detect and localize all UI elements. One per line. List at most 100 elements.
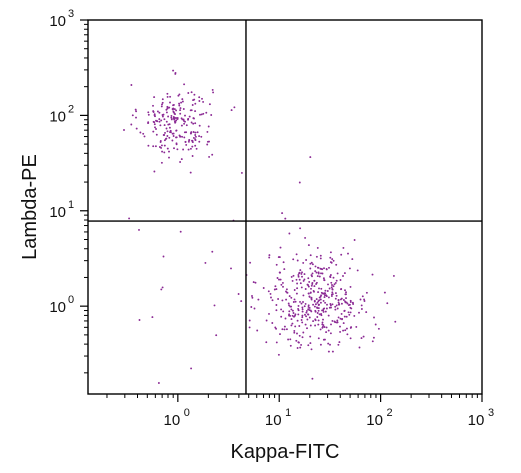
- data-point: [302, 279, 305, 282]
- data-point: [275, 327, 278, 330]
- data-point: [314, 303, 317, 306]
- data-point: [324, 289, 327, 292]
- data-point: [339, 325, 341, 328]
- data-point: [306, 327, 308, 330]
- data-point: [307, 285, 310, 288]
- data-point: [290, 275, 293, 278]
- x-axis-title: Kappa-FITC: [231, 441, 340, 463]
- y-tick-label: 10: [49, 299, 66, 316]
- data-point: [198, 124, 201, 127]
- data-point: [327, 350, 330, 353]
- data-point: [383, 291, 386, 294]
- data-point: [297, 309, 300, 312]
- data-point: [323, 326, 326, 328]
- y-tick-exponent: 1: [68, 199, 74, 211]
- data-point: [169, 129, 172, 132]
- data-point: [300, 272, 303, 275]
- data-point: [322, 277, 325, 280]
- data-point: [344, 289, 346, 292]
- data-point: [316, 316, 319, 318]
- data-point: [312, 320, 315, 323]
- data-point: [337, 301, 340, 304]
- data-point: [326, 290, 329, 292]
- data-point: [198, 140, 201, 143]
- data-point: [175, 129, 178, 132]
- data-point: [204, 261, 207, 264]
- data-point: [290, 318, 293, 321]
- data-point: [302, 301, 304, 303]
- data-point: [331, 350, 334, 353]
- data-point: [300, 302, 303, 305]
- data-point: [360, 308, 363, 310]
- data-point: [339, 298, 342, 301]
- data-point: [338, 341, 341, 344]
- data-point: [289, 344, 292, 347]
- data-point: [154, 145, 157, 148]
- data-point: [308, 306, 311, 309]
- data-point: [301, 306, 304, 309]
- data-point: [192, 131, 195, 133]
- data-point: [142, 132, 145, 135]
- data-point: [163, 134, 166, 136]
- data-point: [332, 285, 335, 288]
- data-point: [160, 144, 163, 147]
- data-point: [171, 132, 174, 135]
- data-point: [179, 230, 182, 233]
- event-points: [123, 69, 397, 384]
- data-point: [268, 256, 271, 259]
- data-point: [147, 113, 150, 116]
- data-point: [363, 300, 366, 302]
- data-point: [277, 298, 280, 300]
- data-point: [342, 299, 345, 301]
- data-point: [334, 297, 337, 300]
- data-point: [182, 108, 185, 110]
- data-point: [330, 281, 333, 284]
- data-point: [159, 140, 162, 142]
- data-point: [307, 292, 310, 295]
- data-point: [307, 244, 310, 247]
- data-point: [303, 278, 306, 281]
- data-point: [200, 113, 203, 116]
- data-point: [343, 315, 346, 318]
- data-point: [138, 228, 140, 231]
- data-point: [365, 291, 368, 294]
- data-point: [301, 314, 304, 317]
- data-point: [296, 347, 299, 349]
- data-point: [362, 335, 365, 338]
- data-point: [275, 288, 278, 291]
- data-point: [349, 311, 352, 314]
- data-point: [325, 295, 328, 298]
- data-point: [135, 116, 137, 119]
- data-point: [293, 315, 295, 318]
- data-point: [202, 112, 205, 115]
- data-point: [179, 161, 182, 163]
- axis-tick-labels: 10 0 10 1 10 2 10 310 010 110 210 3: [49, 8, 494, 429]
- data-point: [212, 91, 215, 94]
- data-point: [281, 328, 284, 331]
- data-point: [300, 286, 303, 289]
- data-point: [290, 305, 293, 308]
- data-point: [187, 148, 190, 151]
- data-point: [180, 124, 183, 127]
- data-point: [158, 111, 161, 114]
- data-point: [269, 292, 272, 295]
- data-point: [365, 311, 368, 314]
- data-point: [285, 290, 287, 293]
- data-point: [311, 281, 314, 284]
- data-point: [325, 326, 328, 329]
- data-point: [318, 296, 321, 299]
- data-point: [215, 334, 218, 337]
- data-point: [296, 319, 299, 322]
- data-point: [329, 332, 332, 335]
- data-point: [335, 294, 338, 297]
- data-point: [309, 262, 312, 265]
- data-point: [249, 261, 252, 264]
- data-point: [155, 133, 158, 136]
- data-point: [298, 271, 301, 274]
- data-point: [330, 293, 333, 296]
- data-point: [322, 338, 325, 341]
- data-point: [346, 302, 349, 305]
- data-point: [194, 134, 197, 136]
- data-point: [275, 304, 278, 306]
